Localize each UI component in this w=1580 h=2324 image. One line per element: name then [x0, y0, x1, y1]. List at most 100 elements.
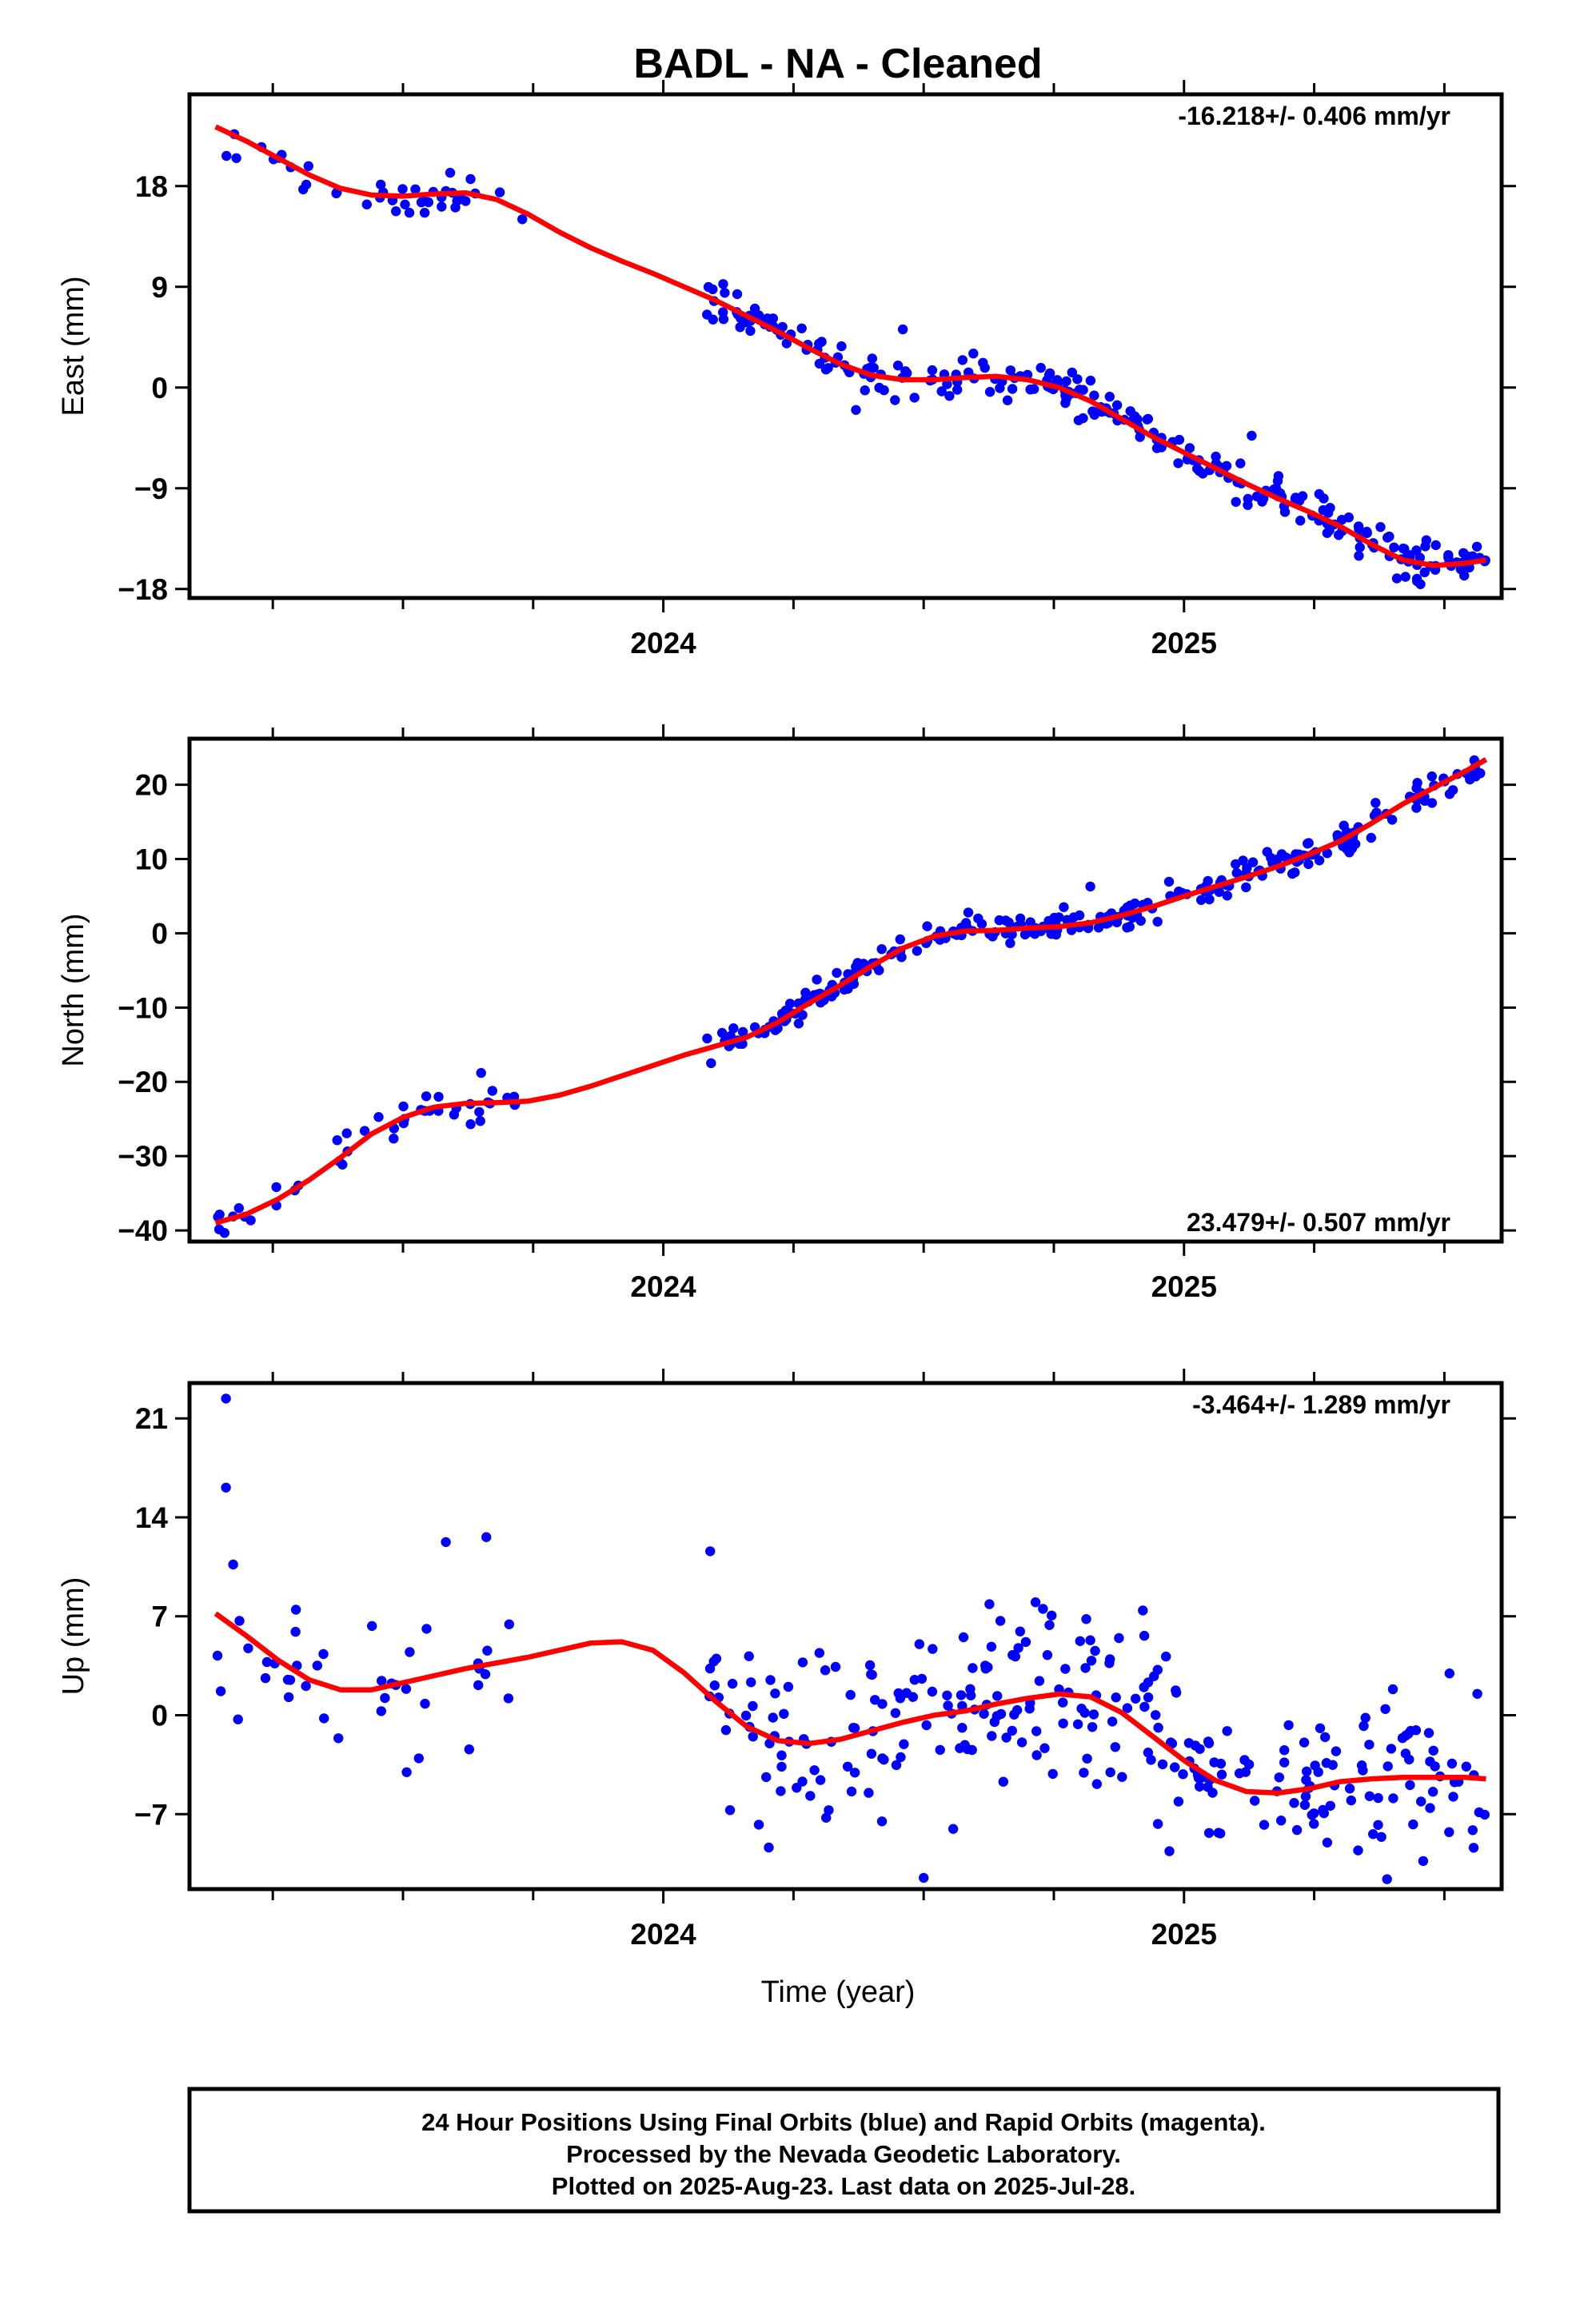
data-point — [1354, 551, 1364, 561]
model-fit-line — [214, 124, 1487, 568]
data-point — [922, 921, 932, 931]
data-point — [1028, 384, 1039, 394]
data-point — [1013, 1643, 1023, 1653]
data-point — [1446, 1758, 1458, 1769]
data-point — [1163, 876, 1175, 887]
data-point — [942, 379, 952, 389]
data-point — [1222, 1726, 1232, 1736]
data-point — [820, 365, 832, 375]
data-point — [1405, 1780, 1415, 1791]
data-point — [421, 1091, 432, 1102]
data-point — [927, 1686, 938, 1697]
data-point — [1031, 1726, 1042, 1736]
x-tick-label: 2025 — [1151, 627, 1217, 660]
data-point — [1139, 1701, 1150, 1712]
data-point — [816, 337, 827, 347]
data-point — [1142, 414, 1152, 425]
data-point — [1173, 1796, 1184, 1807]
data-point — [389, 1134, 399, 1144]
y-axis-label: Up (mm) — [57, 1577, 90, 1696]
data-point — [1368, 1829, 1379, 1840]
data-point — [410, 184, 421, 194]
data-point — [1412, 576, 1422, 587]
data-point — [423, 197, 433, 208]
data-point — [461, 196, 471, 206]
velocity-annotation: -3.464+/- 1.289 mm/yr — [1192, 1390, 1450, 1419]
data-point — [1344, 1784, 1355, 1794]
y-tick-label: 9 — [151, 271, 168, 304]
data-point — [1151, 443, 1163, 453]
data-point — [805, 1791, 816, 1801]
data-point — [1346, 1795, 1357, 1806]
data-point — [504, 1619, 514, 1630]
data-point — [720, 1724, 732, 1736]
data-point — [1010, 1651, 1021, 1662]
data-point — [464, 1744, 474, 1755]
data-point-outlier — [465, 1119, 476, 1130]
y-tick-label: 7 — [151, 1600, 168, 1633]
data-point — [876, 944, 887, 955]
data-point — [215, 1686, 226, 1696]
data-point — [1359, 1720, 1369, 1732]
data-point — [1078, 413, 1088, 424]
y-tick-label: 14 — [135, 1501, 169, 1534]
data-point — [979, 1708, 989, 1719]
data-point — [376, 179, 386, 190]
data-point — [1216, 1769, 1227, 1780]
data-point — [1093, 923, 1104, 933]
data-point — [1291, 492, 1301, 503]
data-point — [1468, 1843, 1479, 1853]
data-point — [290, 1604, 301, 1615]
data-point — [261, 1656, 273, 1668]
x-axis-label: Time (year) — [761, 1975, 916, 2009]
data-point — [814, 1648, 824, 1658]
data-point — [908, 1692, 919, 1702]
data-point — [956, 1690, 967, 1700]
velocity-annotation: 23.479+/- 0.507 mm/yr — [1187, 1208, 1450, 1237]
data-point — [968, 1663, 978, 1673]
data-point — [1382, 1761, 1393, 1772]
data-point — [398, 1101, 409, 1112]
model-fit-line — [214, 757, 1488, 1226]
y-axis-label: East (mm) — [57, 276, 90, 416]
data-point — [980, 1664, 991, 1674]
data-point — [1135, 432, 1145, 442]
data-point — [212, 1650, 223, 1661]
data-point — [909, 1675, 920, 1685]
x-tick-label: 2025 — [1151, 1918, 1217, 1951]
data-point — [973, 913, 984, 924]
data-point — [728, 1023, 739, 1034]
data-point — [1420, 541, 1430, 552]
data-point — [1152, 1819, 1163, 1829]
data-point — [243, 1643, 253, 1653]
data-point — [1423, 1728, 1434, 1738]
data-point — [1325, 1800, 1336, 1811]
data-point — [1376, 1832, 1386, 1842]
data-point — [957, 1700, 968, 1712]
footer-box: 24 Hour Positions Using Final Orbits (bl… — [187, 2087, 1501, 2214]
data-point — [441, 1537, 451, 1548]
data-point — [397, 184, 408, 194]
data-point — [846, 1786, 857, 1797]
data-point — [824, 1805, 834, 1816]
data-point — [1309, 1819, 1319, 1829]
data-point — [942, 1690, 952, 1700]
data-point — [709, 1680, 720, 1691]
data-point — [776, 1786, 786, 1796]
data-point — [1221, 460, 1232, 471]
data-point — [1471, 541, 1482, 552]
data-point — [963, 907, 974, 918]
x-tick-label: 2024 — [630, 627, 696, 660]
data-point — [1110, 1742, 1121, 1752]
data-point — [1076, 1704, 1087, 1714]
data-point — [367, 1620, 377, 1632]
data-point — [482, 1645, 493, 1656]
data-point — [1235, 458, 1246, 468]
data-point — [1047, 1768, 1058, 1780]
data-point — [792, 1783, 802, 1793]
data-point — [1183, 1738, 1195, 1748]
data-point — [1080, 1663, 1091, 1673]
data-point — [1271, 483, 1282, 493]
data-point — [1276, 1816, 1287, 1826]
